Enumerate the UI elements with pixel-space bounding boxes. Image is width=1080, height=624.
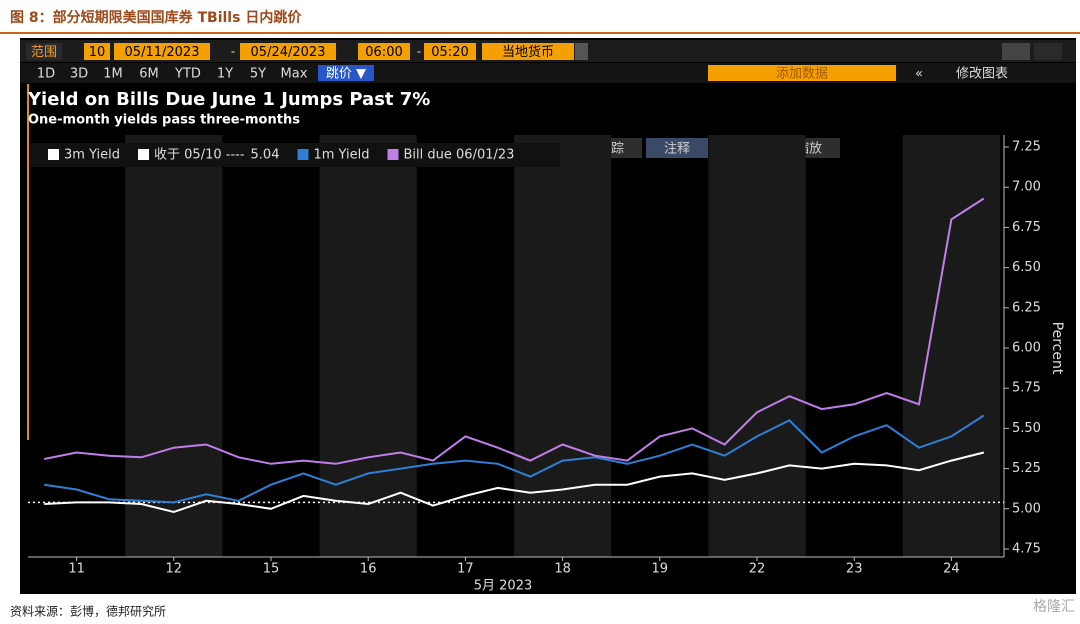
y-tick-label: 6.00 [1012, 341, 1041, 356]
x-tick-label: 15 [263, 562, 280, 577]
legend-value: 5.04 [251, 148, 280, 163]
x-tick-label: 23 [846, 562, 863, 577]
range-label: 范围 [31, 45, 57, 60]
series-line [44, 414, 985, 504]
y-tick-label: 7.00 [1012, 180, 1041, 195]
y-tick-label: 6.25 [1012, 300, 1041, 315]
x-axis-label: 5月 2023 [474, 579, 533, 594]
period-active[interactable]: 跳价 ▼ [326, 67, 366, 82]
period-button-box[interactable] [210, 65, 240, 81]
x-tick-label: 11 [68, 562, 85, 577]
day-band [902, 135, 1000, 557]
add-data-input[interactable]: 添加数据 [776, 67, 828, 82]
start-date-box[interactable] [114, 43, 210, 60]
chart-subtitle: One-month yields pass three-months [28, 113, 300, 128]
legend-label: 3m Yield [64, 148, 120, 163]
currency-select[interactable]: 当地货币 [502, 44, 554, 60]
period-button-box[interactable] [132, 65, 166, 81]
end-date-box[interactable] [240, 43, 336, 60]
period-button-box[interactable] [96, 65, 130, 81]
watermark: 格隆汇 [1033, 599, 1075, 615]
period-button[interactable]: 5Y [250, 67, 266, 82]
x-tick-label: 17 [457, 562, 474, 577]
currency-select-box[interactable] [482, 43, 574, 60]
y-tick-label: 5.25 [1012, 461, 1041, 476]
start-time-box[interactable] [358, 43, 410, 60]
figure-caption: 图 8：部分短期限美国国库券 TBills 日内跳价 [10, 9, 302, 26]
legend-label: 1m Yield [313, 148, 369, 163]
end-date[interactable]: 05/24/2023 [251, 45, 326, 60]
chart-tool[interactable]: 注释 [664, 142, 690, 157]
legend-label: 收于 05/10 ---- [154, 148, 245, 163]
x-tick-label: 19 [652, 562, 669, 577]
y-tick-label: 5.00 [1012, 501, 1041, 516]
time-sep: - [417, 45, 421, 59]
series-line [44, 197, 985, 465]
legend-swatch [138, 149, 150, 160]
period-button-box[interactable] [64, 65, 94, 81]
y-tick-label: 5.75 [1012, 381, 1041, 396]
legend-swatch [297, 149, 309, 160]
x-tick-label: 12 [166, 562, 183, 577]
day-band [125, 135, 223, 557]
dropdown-arrow[interactable] [575, 43, 588, 60]
range-label-box [26, 43, 62, 60]
x-tick-label: 18 [554, 562, 571, 577]
date-sep: - [231, 45, 235, 59]
series-line [44, 451, 985, 514]
edit-chart-button[interactable]: 修改图表 [956, 67, 1008, 82]
end-time-box[interactable] [424, 43, 476, 60]
y-tick-label: 6.75 [1012, 220, 1041, 235]
chart-tool-box[interactable] [646, 138, 708, 158]
y-tick-label: 7.25 [1012, 140, 1041, 155]
period-button[interactable]: 6M [139, 67, 159, 82]
period-active-box[interactable] [318, 65, 374, 81]
legend-swatch [48, 149, 59, 160]
y-tick-label: 4.75 [1012, 542, 1041, 557]
period-button-box[interactable] [242, 65, 274, 81]
day-band [514, 135, 612, 557]
period-button[interactable]: 1Y [217, 67, 233, 82]
source-note: 资料来源：彭博，德邦研究所 [10, 604, 166, 619]
period-button-box[interactable] [30, 65, 62, 81]
legend-bg [30, 143, 560, 167]
period-button[interactable]: 1M [103, 67, 123, 82]
undo-button[interactable] [1002, 43, 1030, 60]
day-band [708, 135, 806, 557]
start-date[interactable]: 05/11/2023 [125, 45, 200, 60]
period-button[interactable]: YTD [174, 67, 201, 82]
legend-swatch [387, 149, 399, 160]
day-band [319, 135, 417, 557]
range-input[interactable]: 10 [89, 45, 106, 60]
y-tick-label: 6.50 [1012, 260, 1041, 275]
y-tick-label: 5.50 [1012, 421, 1041, 436]
legend-label: Bill due 06/01/23 [404, 148, 515, 163]
end-time[interactable]: 05:20 [431, 45, 468, 60]
collapse-button-box[interactable] [908, 65, 930, 81]
y-axis-label: Percent [1049, 322, 1065, 375]
period-button[interactable]: 1D [37, 67, 55, 82]
period-button-box[interactable] [276, 65, 312, 81]
redo-button[interactable] [1034, 43, 1062, 60]
start-time[interactable]: 06:00 [365, 45, 402, 60]
chart-title: Yield on Bills Due June 1 Jumps Past 7% [27, 89, 430, 110]
collapse-button[interactable]: « [915, 67, 923, 82]
period-button[interactable]: 3D [70, 67, 88, 82]
add-data-input-box[interactable] [708, 65, 896, 81]
x-tick-label: 16 [360, 562, 377, 577]
edit-chart-button-box[interactable] [950, 65, 1014, 81]
range-input-box[interactable] [84, 43, 110, 60]
period-button-box[interactable] [168, 65, 208, 81]
x-tick-label: 22 [749, 562, 766, 577]
x-tick-label: 24 [943, 562, 960, 577]
period-button[interactable]: Max [281, 67, 308, 82]
